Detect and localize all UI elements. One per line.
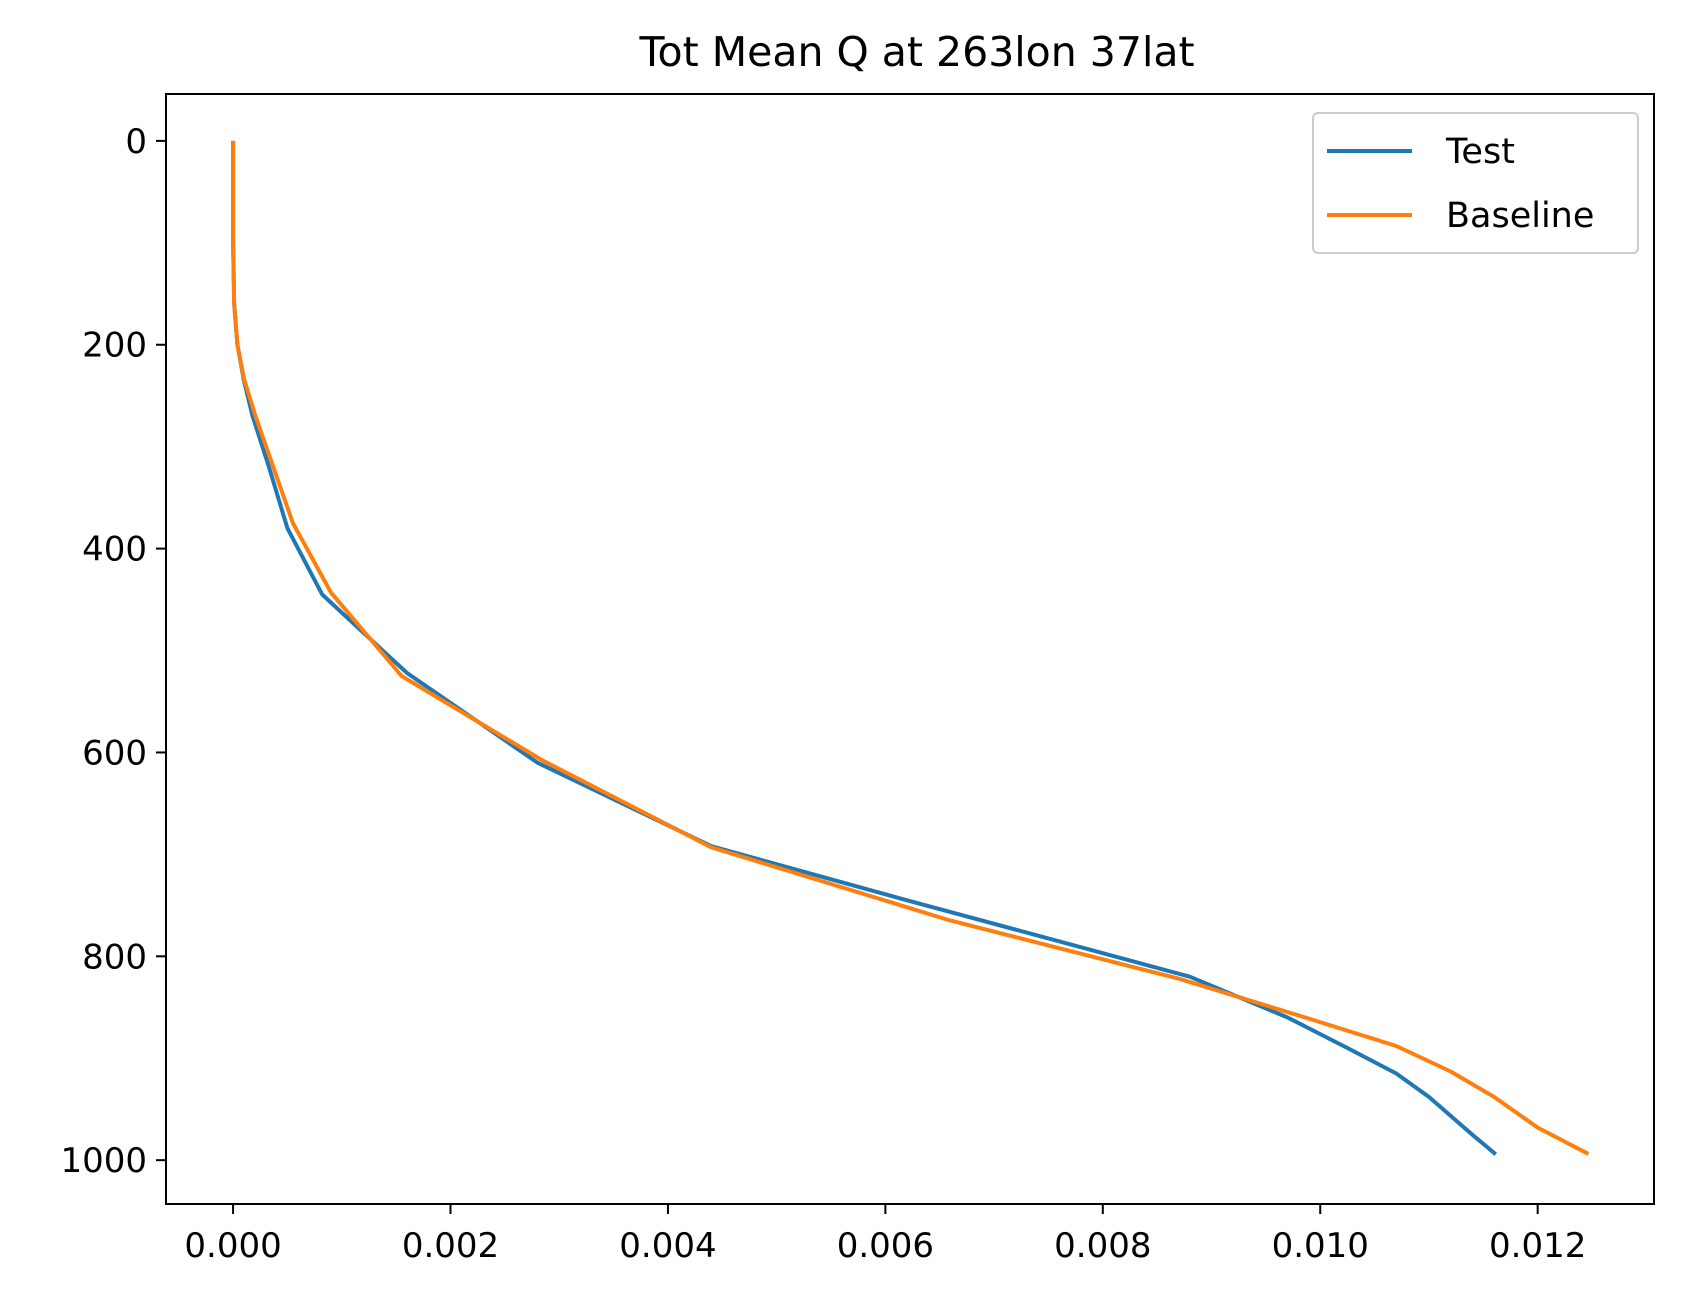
legend-label-test: Test: [1445, 132, 1515, 172]
legend-label-baseline: Baseline: [1446, 196, 1594, 236]
x-axis: 0.000 0.002 0.004 0.006 0.008 0.010 0.012: [184, 1204, 1586, 1266]
x-tick-label: 0.008: [1054, 1226, 1151, 1266]
plot-lines: [231, 140, 1590, 1156]
y-tick-label: 0: [125, 122, 147, 162]
legend-box: [1312, 112, 1639, 254]
series-line-baseline: [231, 140, 1590, 1156]
y-tick-label: 200: [82, 326, 147, 366]
series-line-test: [231, 140, 1498, 1156]
plot-frame: [165, 93, 1655, 1205]
y-tick-label: 800: [82, 937, 147, 977]
x-tick-label: 0.010: [1272, 1226, 1369, 1266]
x-tick-label: 0.006: [837, 1226, 934, 1266]
y-tick-label: 1000: [60, 1141, 147, 1181]
x-tick-label: 0.002: [402, 1226, 499, 1266]
x-tick-label: 0.012: [1489, 1226, 1586, 1266]
legend: Test Baseline: [1312, 112, 1639, 254]
x-tick-label: 0.000: [184, 1226, 281, 1266]
y-tick-label: 600: [82, 733, 147, 773]
x-tick-label: 0.004: [619, 1226, 716, 1266]
chart-title: Tot Mean Q at 263lon 37lat: [638, 28, 1194, 76]
y-tick-label: 400: [82, 530, 147, 570]
y-axis: 0 200 400 600 800 1000: [60, 122, 166, 1181]
